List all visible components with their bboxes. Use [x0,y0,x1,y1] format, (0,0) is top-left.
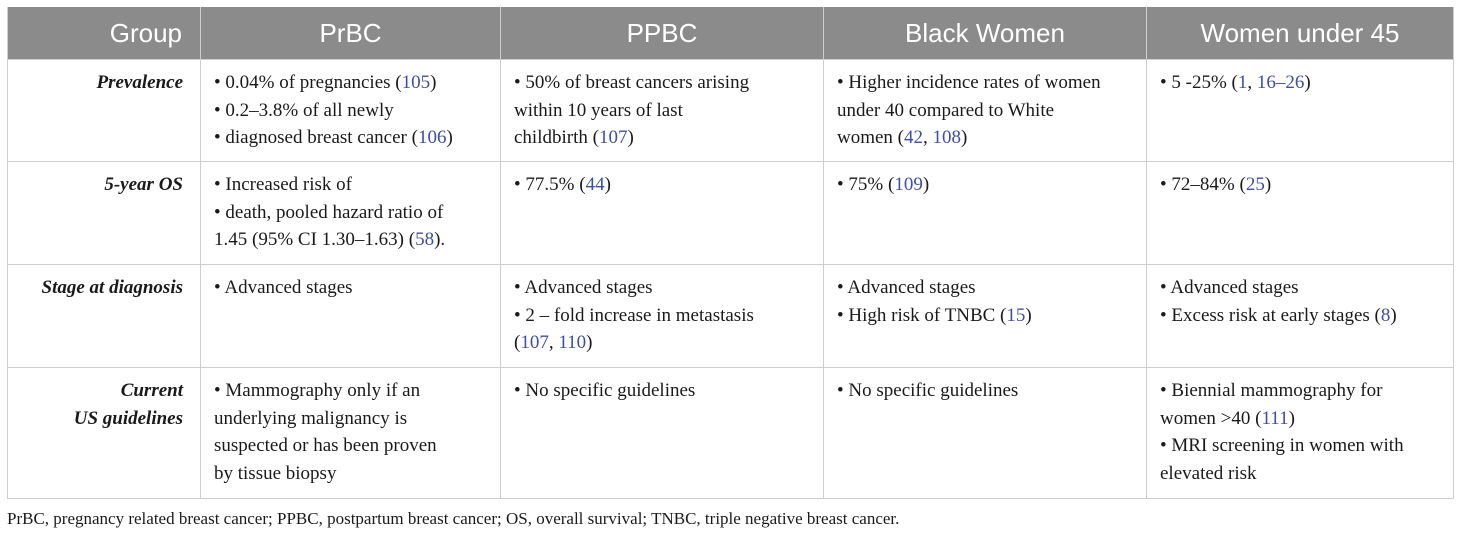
citation-link[interactable]: 110 [558,332,587,353]
row-label-stage-at-diagnosis: Stage at diagnosis [7,264,201,368]
citation-link[interactable]: 111 [1261,407,1289,429]
row-label-5-year-os: 5-year OS [7,161,201,265]
citation-link[interactable]: 58 [415,229,435,250]
table-row: Stage at diagnosis • Advanced stages • A… [7,264,1454,368]
citation-link[interactable]: 107 [520,332,549,353]
cell-stage-ppbc: • Advanced stages • 2 – fold increase in… [500,264,824,368]
citation-link[interactable]: 25 [1245,174,1265,195]
header-group: Group [7,7,201,60]
citation-link[interactable]: 109 [894,174,923,195]
comparison-table: Group PrBC PPBC Black Women Women under … [7,7,1454,499]
cell-prevalence-women-under-45: • 5 -25% (1, 16–26) [1146,59,1454,162]
header-prbc: PrBC [200,7,501,60]
cell-guidelines-black-women: • No specific guidelines [823,367,1147,499]
citation-link[interactable]: 105 [401,72,431,93]
cell-os-women-under-45: • 72–84% (25) [1146,161,1454,265]
table-footnote: PrBC, pregnancy related breast cancer; P… [7,509,900,528]
table-row: Prevalence • 0.04% of pregnancies (105) … [7,59,1454,162]
header-row: Group PrBC PPBC Black Women Women under … [7,7,1454,60]
header-women-under-45: Women under 45 [1146,7,1454,60]
cell-prevalence-prbc: • 0.04% of pregnancies (105) • 0.2–3.8% … [200,59,501,162]
cell-guidelines-women-under-45: • Biennial mammography for women >40 (11… [1146,367,1454,499]
citation-link[interactable]: 107 [598,127,628,148]
citation-link[interactable]: 16–26 [1256,72,1305,93]
citation-link[interactable]: 15 [1006,304,1026,326]
table-row: 5-year OS • Increased risk of • death, p… [7,161,1454,265]
citation-link[interactable]: 42 [904,127,924,148]
cell-os-prbc: • Increased risk of • death, pooled haza… [200,161,501,265]
citation-link[interactable]: 8 [1380,304,1391,326]
cell-stage-black-women: • Advanced stages • High risk of TNBC (1… [823,264,1147,368]
cell-stage-women-under-45: • Advanced stages • Excess risk at early… [1146,264,1454,368]
citation-link[interactable]: 1 [1237,72,1248,93]
citation-link[interactable]: 106 [417,127,447,148]
header-ppbc: PPBC [500,7,824,60]
cell-guidelines-ppbc: • No specific guidelines [500,367,824,499]
cell-prevalence-black-women: • Higher incidence rates of women under … [823,59,1147,162]
cell-os-ppbc: • 77.5% (44) [500,161,824,265]
cell-os-black-women: • 75% (109) [823,161,1147,265]
row-label-current-us-guidelines: Current US guidelines [7,367,201,499]
citation-link[interactable]: 44 [585,174,605,195]
cell-stage-prbc: • Advanced stages [200,264,501,368]
cell-prevalence-ppbc: • 50% of breast cancers arising within 1… [500,59,824,162]
row-label-prevalence: Prevalence [7,59,201,162]
table-row: Current US guidelines • Mammography only… [7,367,1454,499]
header-black-women: Black Women [823,7,1147,60]
citation-link[interactable]: 108 [932,127,962,148]
cell-guidelines-prbc: • Mammography only if an underlying mali… [200,367,501,499]
